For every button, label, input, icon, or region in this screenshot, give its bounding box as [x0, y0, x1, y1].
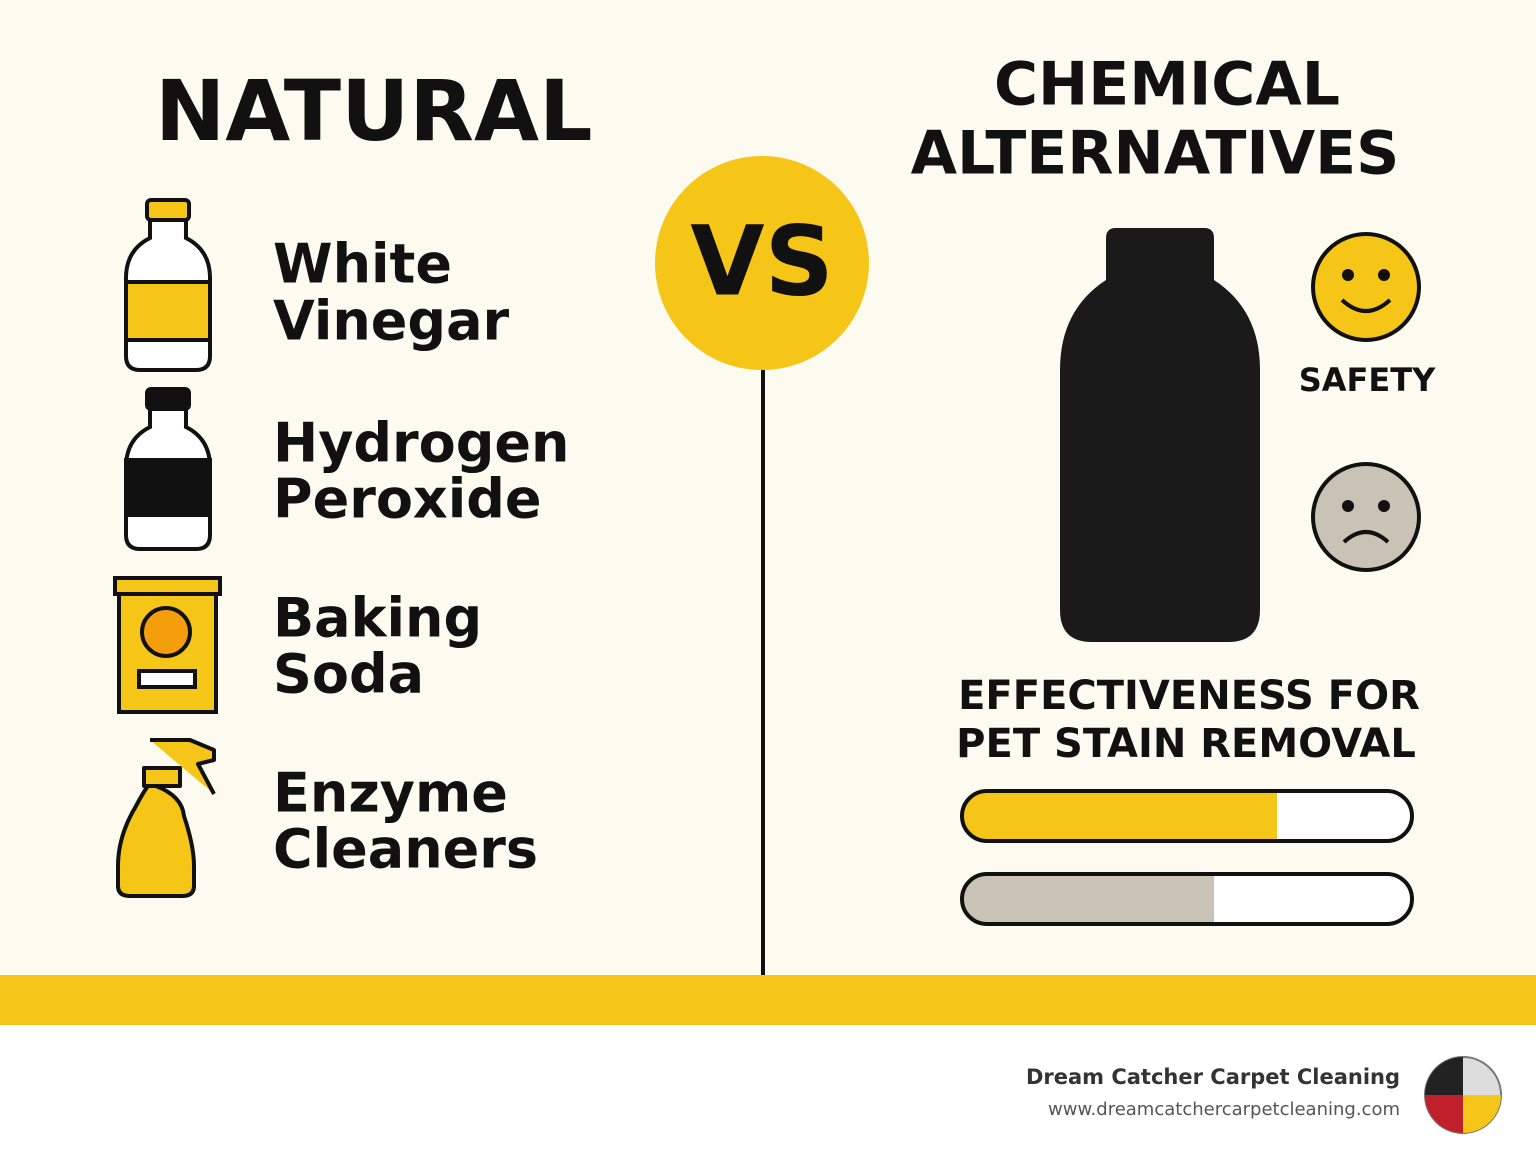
vinegar-icon [124, 198, 212, 372]
left-title: NATURAL [155, 62, 593, 160]
item-label: Enzyme [273, 762, 508, 825]
company-url: www.dreamcatchercarpetcleaning.com [1048, 1099, 1400, 1120]
effectiveness-title: EFFECTIVENESS FOR [958, 673, 1420, 719]
item-label: Soda [273, 643, 424, 706]
logo [1424, 1056, 1502, 1134]
sad-face [1311, 462, 1421, 572]
item-label: Hydrogen [273, 412, 570, 475]
bar-outline [960, 789, 1414, 843]
item-label: Peroxide [273, 468, 542, 531]
bar-fill [962, 874, 1214, 924]
vs-text: VS [690, 205, 833, 317]
safety-label: SAFETY [1299, 361, 1436, 399]
item-label: White [273, 233, 452, 296]
baking-soda-icon [113, 576, 222, 714]
bar-outline [960, 872, 1414, 926]
peroxide-icon [124, 387, 212, 551]
item-label: Baking [273, 587, 482, 650]
enzyme-icon [116, 738, 216, 898]
right-title-line: CHEMICAL [994, 50, 1340, 120]
vs-circle [655, 156, 869, 370]
footer-bg [0, 1025, 1536, 1154]
happy-face [1311, 232, 1421, 342]
company-name: Dream Catcher Carpet Cleaning [1026, 1065, 1400, 1089]
right-title-line: ALTERNATIVES [911, 119, 1400, 189]
bars [960, 789, 1414, 926]
chemical-bottle [1060, 228, 1260, 642]
item-label: Vinegar [273, 290, 510, 353]
effectiveness-title: PET STAIN REMOVAL [956, 721, 1416, 767]
item-label: Cleaners [273, 818, 538, 881]
yellow-band [0, 975, 1536, 1025]
bar-fill [962, 791, 1277, 841]
